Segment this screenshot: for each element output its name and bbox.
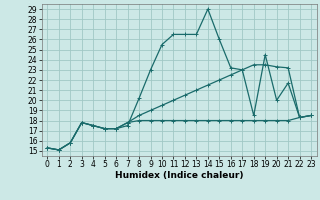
X-axis label: Humidex (Indice chaleur): Humidex (Indice chaleur) (115, 171, 244, 180)
